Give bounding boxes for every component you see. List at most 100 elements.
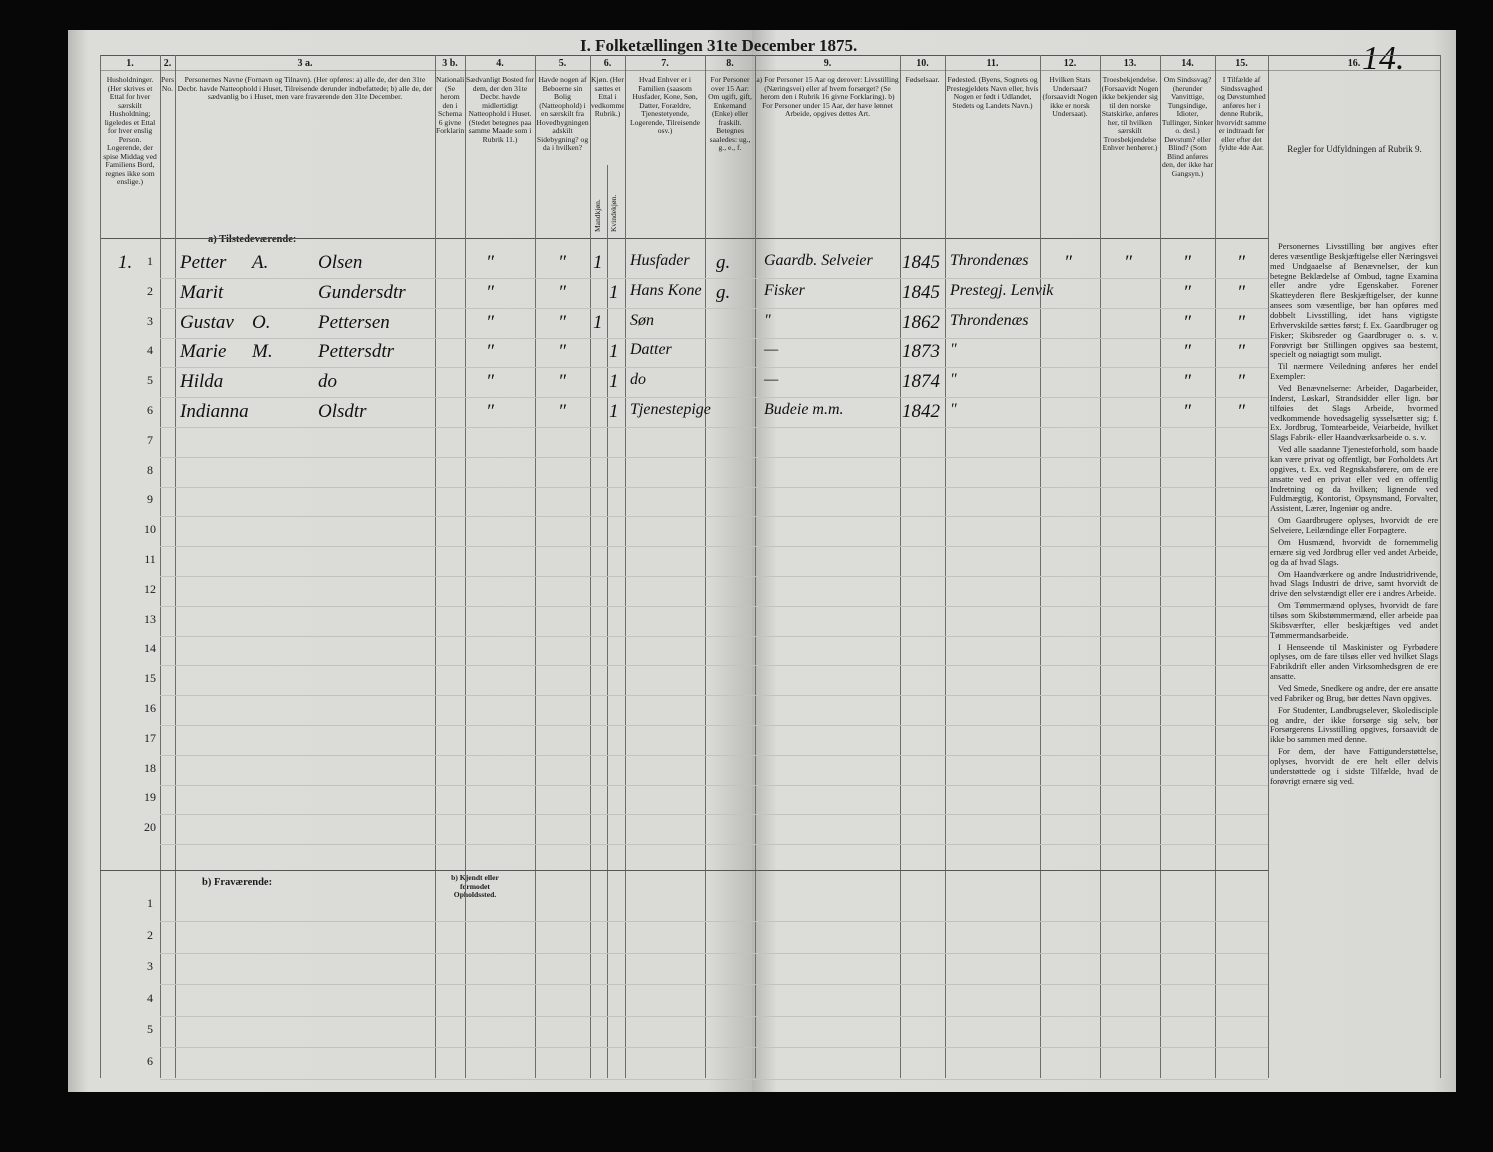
rules-text: Personernes Livsstilling bør angives eft… (1270, 242, 1438, 1072)
entry-place: ″ (950, 341, 957, 359)
entry-given: Indianna (180, 401, 249, 422)
column-rule (1100, 55, 1101, 1078)
entry-c13: ″ (1124, 252, 1132, 273)
entry-occupation: ″ (764, 311, 771, 329)
row-rule (160, 635, 1268, 637)
entry-family: Datter (630, 341, 672, 359)
column-rule (590, 55, 591, 1078)
entry-female: 1 (609, 401, 619, 422)
column-header: Personernes Navne (Fornavn og Tilnavn). … (177, 76, 433, 101)
column-header: Om Sindssvag? (herunder Vanvittige, Tung… (1161, 76, 1214, 178)
column-rule (705, 55, 706, 1078)
header-rule (100, 70, 1440, 71)
row-number: 2 (147, 283, 153, 298)
entry-c14: ″ (1183, 311, 1191, 333)
row-rule (160, 784, 1268, 786)
entry-c5: ″ (558, 281, 566, 303)
column-number: 3 a. (297, 58, 313, 69)
column-number: 14. (1181, 58, 1194, 69)
rule-paragraph: Personernes Livsstilling bør angives eft… (1270, 242, 1438, 360)
column-header: Fødselsaar. (905, 76, 940, 84)
column-header: Nationalitet (Se herom den i Schema 6 gi… (436, 76, 464, 135)
entry-c4: ″ (486, 341, 494, 363)
column-number: 5. (558, 58, 567, 69)
entry-c4: ″ (486, 311, 494, 333)
row-rule (160, 367, 1268, 369)
entry-place: Throndenæs (950, 252, 1029, 269)
entry-birth: 1842 (902, 401, 940, 422)
entry-c14: ″ (1183, 341, 1191, 363)
entry-female: 1 (609, 281, 619, 303)
entry-c5: ″ (558, 252, 566, 273)
entry-birth: 1873 (902, 341, 940, 363)
entry-given: Hilda (180, 371, 224, 393)
entry-place: Prestegj. Lenvik (950, 281, 1054, 299)
row-number: 20 (144, 820, 156, 835)
entry-surname: Olsen (318, 252, 363, 273)
rule-paragraph: Om Haandværkere og andre Industridrivend… (1270, 568, 1438, 599)
entry-family: Husfader (630, 252, 690, 269)
entry-place: ″ (950, 371, 957, 389)
entry-birth: 1874 (902, 371, 940, 393)
column-number: 3 b. (442, 58, 458, 69)
entry-given: Marie (180, 341, 227, 363)
entry-surname: do (318, 371, 337, 393)
entry-family: Søn (630, 311, 654, 329)
column-number: 7. (661, 58, 669, 69)
column-number: 6. (603, 58, 612, 69)
sex-divider (607, 165, 608, 1078)
entry-surname: Pettersdtr (318, 341, 394, 363)
absent-row-number: 3 (147, 959, 153, 973)
sex-subheader: Kvindekjøn. (609, 194, 618, 232)
row-rule (160, 1078, 1268, 1080)
right-page (752, 30, 1456, 1092)
entry-given: Marit (180, 281, 224, 303)
entry-c12: ″ (1064, 252, 1072, 273)
row-rule (160, 278, 1268, 279)
section-rule (100, 870, 1268, 871)
row-rule (160, 665, 1268, 667)
entry-female: 1 (609, 371, 619, 393)
row-rule (160, 427, 1268, 428)
absent-location-header: b) Kjendt eller formodet Opholdssted. (451, 874, 499, 899)
entry-family: Hans Kone (630, 281, 702, 299)
entry-c4: ″ (486, 252, 494, 273)
left-page (68, 30, 752, 1092)
column-rule (1215, 55, 1216, 1078)
absent-row-number: 4 (147, 990, 153, 1005)
column-rule (945, 55, 946, 1078)
column-header: Hvad Enhver er i Familien (saasom Husfad… (629, 76, 701, 135)
row-rule (160, 814, 1268, 816)
column-rule (755, 55, 756, 1078)
column-rule (535, 55, 536, 1078)
row-number: 14 (144, 641, 156, 656)
entry-c15: ″ (1237, 252, 1245, 273)
entry-c15: ″ (1237, 401, 1245, 422)
column-number: 13. (1123, 58, 1137, 69)
row-number: 5 (147, 373, 153, 388)
entry-birth: 1862 (902, 311, 940, 333)
row-rule (160, 984, 1268, 985)
entry-c5: ″ (558, 341, 566, 363)
column-number: 4. (496, 58, 504, 69)
column-number: 2. (163, 58, 172, 69)
row-number: 15 (144, 671, 156, 686)
rule-paragraph: For Studenter, Landbrugselever, Skoledis… (1270, 704, 1438, 745)
rule-paragraph: Om Gaardbrugere oplyses, hvorvidt de ere… (1270, 515, 1438, 536)
column-header: Hvilken Stats Undersaat? (forsaavidt Nog… (1042, 76, 1098, 118)
entry-family: Tjenestepige (630, 401, 711, 418)
absent-row-number: 1 (147, 896, 153, 910)
entry-c5: ″ (558, 371, 566, 393)
entry-c14: ″ (1183, 252, 1191, 273)
entry-birth: 1845 (902, 281, 940, 303)
header-rule (100, 55, 1440, 56)
row-number: 16 (144, 701, 156, 715)
row-rule (160, 844, 1268, 846)
column-number: 16. (1347, 58, 1361, 69)
column-rule (435, 55, 436, 1078)
entry-place: Throndenæs (950, 311, 1029, 329)
row-rule (160, 921, 1268, 922)
entry-occupation: Budeie m.m. (764, 401, 844, 418)
entry-place: ″ (950, 401, 957, 418)
column-number: 11. (986, 58, 999, 69)
